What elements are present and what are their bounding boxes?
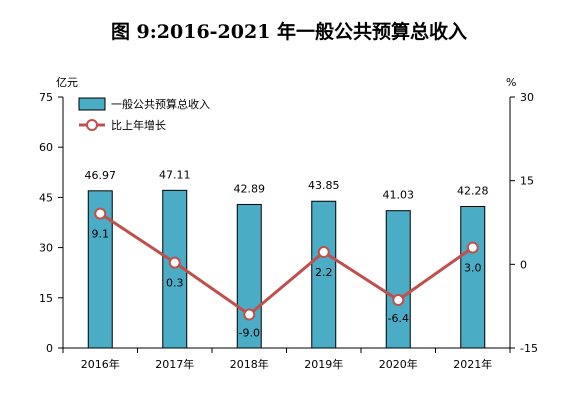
- legend-bar-label: 一般公共预算总收入: [111, 97, 210, 111]
- left-axis-tick-label: 30: [39, 242, 53, 255]
- bar-value-label: 41.03: [383, 189, 415, 202]
- labels-layer: 46.97 47.11 42.89 43.85 41.03 42.28 9.1 0.3 -9.0…: [85, 168, 489, 339]
- growth-value-label: 3.0: [464, 262, 482, 275]
- growth-point: [392, 294, 405, 307]
- chart-title: 图 9:2016-2021 年一般公共预算总收入: [111, 20, 467, 43]
- growth-value-label: -6.4: [388, 312, 409, 325]
- growth-value-label: -9.0: [239, 327, 260, 340]
- left-axis-tick-label: 75: [39, 91, 53, 104]
- right-axis-tick-label: 30: [520, 91, 534, 104]
- left-axis-tick-label: 60: [39, 141, 53, 154]
- growth-point: [168, 256, 181, 269]
- bars-layer: [87, 189, 486, 349]
- growth-point: [317, 246, 330, 259]
- bar-value-label: 46.97: [85, 169, 117, 182]
- growth-point: [466, 241, 479, 254]
- x-axis-tick-label: 2016年: [81, 357, 120, 371]
- growth-point: [94, 207, 107, 220]
- legend: 一般公共预算总收入 比上年增长: [78, 97, 210, 132]
- left-axis-tick-label: 0: [46, 342, 53, 355]
- left-axis-tick-label: 15: [39, 292, 53, 305]
- legend-line-marker: [86, 119, 98, 131]
- bar-value-label: 42.28: [457, 185, 489, 198]
- bar-value-label: 43.85: [308, 179, 340, 192]
- left-axis-unit: 亿元: [56, 76, 78, 89]
- growth-value-label: 2.2: [315, 266, 333, 279]
- bar-value-label: 42.89: [234, 182, 266, 195]
- growth-point: [243, 308, 256, 321]
- line-layer: [94, 207, 479, 321]
- right-axis-tick-label: 15: [520, 175, 534, 188]
- bar: [236, 203, 262, 349]
- growth-line: [99, 212, 474, 317]
- x-axis-tick-label: 2020年: [379, 357, 418, 371]
- growth-value-label: 9.1: [92, 228, 110, 241]
- bar-value-label: 47.11: [159, 168, 191, 181]
- right-axis-tick-label: -15: [520, 342, 538, 355]
- legend-bar-swatch: [78, 97, 106, 111]
- bar: [311, 200, 337, 349]
- x-axis-tick-label: 2017年: [155, 357, 194, 371]
- x-axis-tick-label: 2018年: [230, 357, 269, 371]
- bar: [385, 210, 411, 349]
- axes-layer: 0 15 30 45 60 75 -15 0 15 30 2016年 2017年 2018年 2019年 2…: [39, 91, 538, 371]
- legend-line-label: 比上年增长: [111, 118, 166, 132]
- left-axis-tick-label: 45: [39, 191, 53, 204]
- x-axis-tick-label: 2019年: [304, 357, 343, 371]
- x-axis-tick-label: 2021年: [453, 357, 492, 371]
- bar: [460, 206, 486, 349]
- right-axis-unit: %: [506, 76, 516, 89]
- growth-value-label: 0.3: [166, 277, 184, 290]
- right-axis-tick-label: 0: [520, 258, 527, 271]
